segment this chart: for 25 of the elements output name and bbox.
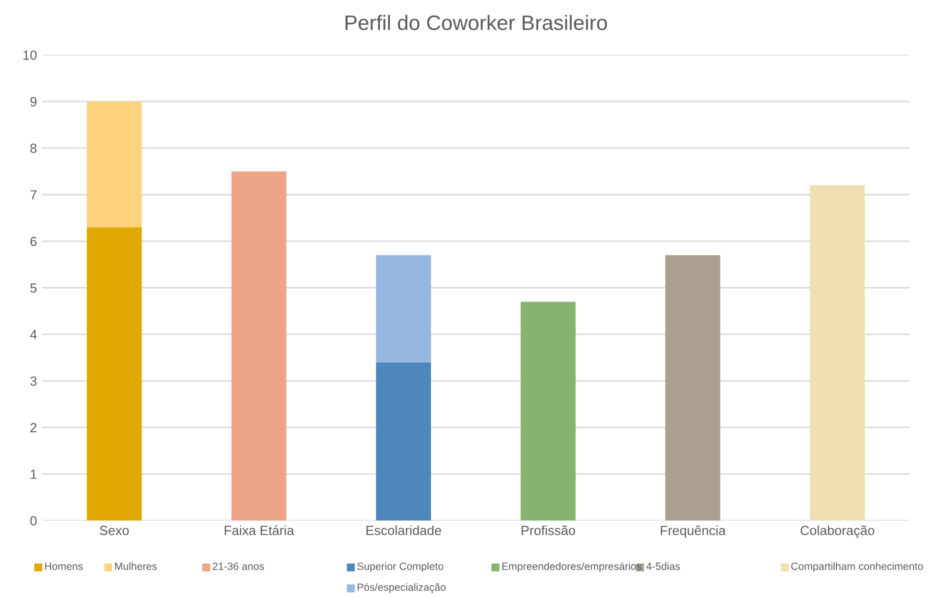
legend-label: 21-36 anos (212, 562, 264, 570)
y-tick-label: 4 (30, 330, 37, 340)
x-tick-label: Colaboração (800, 525, 874, 538)
legend-label: Pós/especialização (358, 583, 446, 593)
chart-title: Perfil do Coworker Brasileiro (346, 14, 607, 30)
legend-label: Superior Completo (357, 562, 444, 572)
legend-label: Homens (45, 562, 83, 570)
y-tick-label: 3 (30, 376, 37, 386)
y-tick-label: 10 (23, 50, 37, 60)
x-tick-label: Sexo (100, 526, 129, 536)
x-tick-label: Escolaridade (366, 525, 442, 536)
x-tick-label: Faixa Etária (224, 525, 294, 536)
legend-label: Mulheres (115, 562, 157, 570)
x-tick-label: Frequência (660, 525, 726, 538)
y-tick-label: 0 (30, 516, 37, 526)
y-tick-label: 7 (30, 190, 36, 200)
y-tick-label: 2 (30, 423, 36, 432)
y-tick-label: 8 (30, 144, 37, 153)
y-tick-label: 6 (30, 236, 37, 246)
y-tick-label: 5 (30, 283, 37, 293)
legend-label: Compartilham conhecimento (791, 562, 923, 572)
legend-label: 4-5dias (646, 562, 680, 570)
x-tick-label: Profissão (522, 525, 576, 536)
y-tick-label: 9 (30, 97, 36, 106)
y-tick-label: 1 (30, 470, 36, 479)
